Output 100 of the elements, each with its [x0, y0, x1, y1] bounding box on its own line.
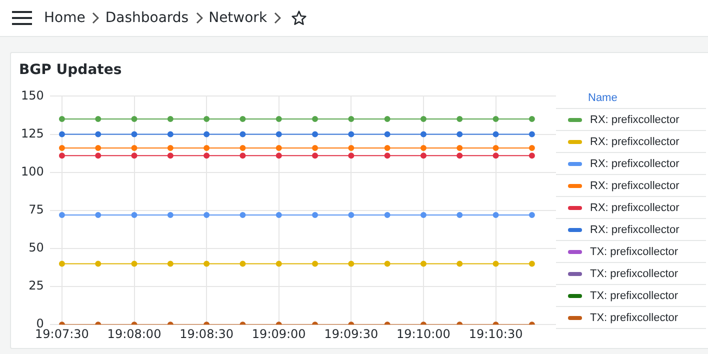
- text: Home: [44, 10, 86, 26]
- y-tick-label: 75: [28, 202, 44, 217]
- point: [348, 152, 354, 159]
- point: [456, 260, 463, 267]
- point: [528, 152, 535, 159]
- point: [348, 144, 354, 151]
- text: Dashboards: [105, 10, 189, 26]
- point: [528, 212, 535, 218]
- legend-label: TX: prefixcollector: [590, 246, 678, 258]
- legend-label: RX: prefixcollector: [590, 158, 680, 170]
- legend-title: Name: [556, 89, 706, 109]
- point: [167, 131, 174, 138]
- x-tick-label: 19:07:30: [35, 326, 89, 341]
- legend-label: TX: prefixcollector: [590, 268, 678, 280]
- legend-label: RX: prefixcollector: [590, 202, 680, 214]
- legend-label: RX: prefixcollector: [590, 136, 680, 148]
- legend-label: TX: prefixcollector: [590, 312, 678, 324]
- x-tick-label: 19:10:00: [396, 326, 450, 341]
- point: [240, 116, 246, 122]
- point: [312, 116, 318, 122]
- point: [312, 152, 318, 159]
- point: [528, 260, 535, 267]
- y-tick-label: 100: [21, 164, 44, 178]
- point: [528, 144, 535, 151]
- point: [240, 131, 246, 138]
- point: [131, 144, 138, 151]
- point: [240, 260, 246, 267]
- point: [492, 144, 499, 151]
- point: [276, 212, 282, 218]
- point: [167, 152, 174, 159]
- point: [456, 212, 463, 218]
- point: [240, 144, 246, 151]
- point: [276, 152, 282, 159]
- point: [420, 144, 426, 151]
- point: [131, 260, 138, 267]
- point: [167, 116, 174, 122]
- point: [492, 212, 499, 218]
- point: [312, 260, 318, 267]
- point: [95, 116, 102, 122]
- point: [276, 260, 282, 267]
- point: [456, 152, 463, 159]
- point: [348, 212, 354, 218]
- point: [204, 260, 210, 267]
- point: [131, 212, 138, 218]
- legend-label: RX: prefixcollector: [590, 224, 680, 236]
- point: [492, 260, 499, 267]
- point: [348, 131, 354, 138]
- point: [204, 131, 210, 138]
- point: [204, 144, 210, 151]
- point: [95, 212, 102, 218]
- point: [167, 212, 174, 218]
- x-tick-label: 19:10:30: [468, 326, 523, 341]
- text: Network: [208, 10, 268, 26]
- point: [58, 131, 65, 138]
- point: [492, 152, 499, 159]
- x-tick-label: 19:08:00: [107, 326, 162, 341]
- legend-label: TX: prefixcollector: [590, 290, 678, 302]
- y-tick-label: 25: [28, 278, 44, 293]
- point: [384, 260, 390, 267]
- x-tick-label: 19:08:30: [180, 326, 234, 341]
- point: [95, 131, 102, 138]
- point: [58, 116, 65, 122]
- point: [348, 260, 354, 267]
- point: [240, 212, 246, 218]
- point: [276, 144, 282, 151]
- point: [95, 260, 102, 267]
- y-tick-label: 150: [21, 88, 44, 102]
- point: [312, 212, 318, 218]
- y-tick-label: 50: [28, 240, 44, 255]
- point: [204, 212, 210, 218]
- point: [528, 116, 535, 122]
- point: [204, 152, 210, 159]
- point: [492, 131, 499, 138]
- point: [95, 152, 102, 159]
- point: [348, 116, 354, 122]
- point: [384, 144, 390, 151]
- point: [384, 152, 390, 159]
- point: [276, 131, 282, 138]
- legend-label: RX: prefixcollector: [590, 114, 680, 126]
- point: [58, 212, 65, 218]
- point: [204, 116, 210, 122]
- point: [167, 260, 174, 267]
- x-tick-label: 19:09:00: [252, 326, 306, 341]
- point: [58, 152, 65, 159]
- point: [492, 116, 499, 122]
- point: [131, 116, 138, 122]
- point: [456, 116, 463, 122]
- point: [384, 212, 390, 218]
- point: [95, 144, 102, 151]
- point: [420, 152, 426, 159]
- point: [58, 144, 65, 151]
- point: [420, 212, 426, 218]
- chart-title: BGP Updates: [19, 62, 122, 78]
- point: [420, 260, 426, 267]
- point: [456, 144, 463, 151]
- point: [420, 131, 426, 138]
- x-tick-label: 19:09:30: [324, 326, 378, 341]
- y-tick-label: 125: [21, 126, 44, 140]
- point: [131, 152, 138, 159]
- point: [312, 131, 318, 138]
